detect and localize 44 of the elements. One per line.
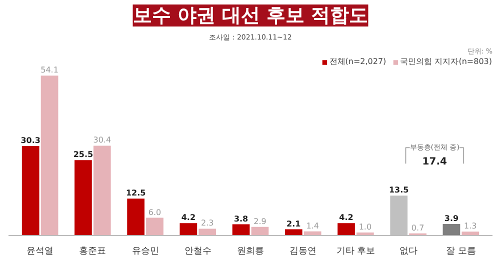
x-tick-label: 안철수 bbox=[184, 246, 212, 256]
data-label: 2.1 bbox=[286, 219, 302, 228]
chart-title: 보수 야권 대선 후보 적합도 bbox=[132, 4, 368, 26]
data-label: 1.3 bbox=[464, 222, 477, 231]
x-tick-label: 기타 후보 bbox=[336, 246, 376, 256]
bar bbox=[232, 224, 250, 236]
bar bbox=[127, 198, 144, 236]
bar bbox=[198, 228, 216, 236]
bar bbox=[22, 146, 40, 236]
x-tick-label: 원희룡 bbox=[237, 246, 264, 256]
data-label: 30.4 bbox=[93, 136, 112, 145]
bar bbox=[146, 218, 164, 236]
bar bbox=[442, 224, 460, 236]
data-label: 3.8 bbox=[234, 214, 249, 224]
x-tick-label: 홍준표 bbox=[79, 246, 106, 256]
bar bbox=[74, 160, 92, 236]
x-tick-label: 없다 bbox=[399, 246, 418, 256]
data-label: 25.5 bbox=[73, 150, 94, 160]
data-label: 12.5 bbox=[126, 188, 146, 198]
data-label: 6.0 bbox=[148, 208, 162, 217]
x-tick-label: 유승민 bbox=[132, 246, 159, 256]
data-label: 30.3 bbox=[20, 136, 40, 145]
bar bbox=[338, 223, 355, 236]
data-label: 54.1 bbox=[40, 66, 58, 75]
bar bbox=[251, 226, 269, 236]
bar bbox=[462, 232, 480, 236]
legend-label: 국민의힘 지지자(n=803) bbox=[400, 56, 492, 67]
x-tick-label: 잘 모름 bbox=[446, 246, 476, 256]
bar bbox=[180, 223, 198, 236]
bar bbox=[93, 146, 111, 236]
x-tick-label: 김동연 bbox=[290, 246, 317, 256]
data-label: 1.0 bbox=[358, 222, 372, 232]
data-label: 1.4 bbox=[306, 221, 319, 230]
data-label: 4.2 bbox=[181, 213, 196, 222]
data-label: 3.9 bbox=[444, 214, 459, 223]
bar bbox=[40, 76, 58, 236]
data-label: 4.2 bbox=[339, 213, 354, 222]
x-tick-label: 윤석열 bbox=[26, 246, 54, 256]
annotation: 17.4 bbox=[422, 156, 448, 168]
data-label: 0.7 bbox=[411, 223, 424, 232]
data-label: 2.3 bbox=[201, 218, 214, 228]
data-label: 2.9 bbox=[254, 216, 266, 226]
legend-label: 전체(n=2,027) bbox=[329, 56, 386, 67]
data-label: 13.5 bbox=[388, 186, 410, 195]
